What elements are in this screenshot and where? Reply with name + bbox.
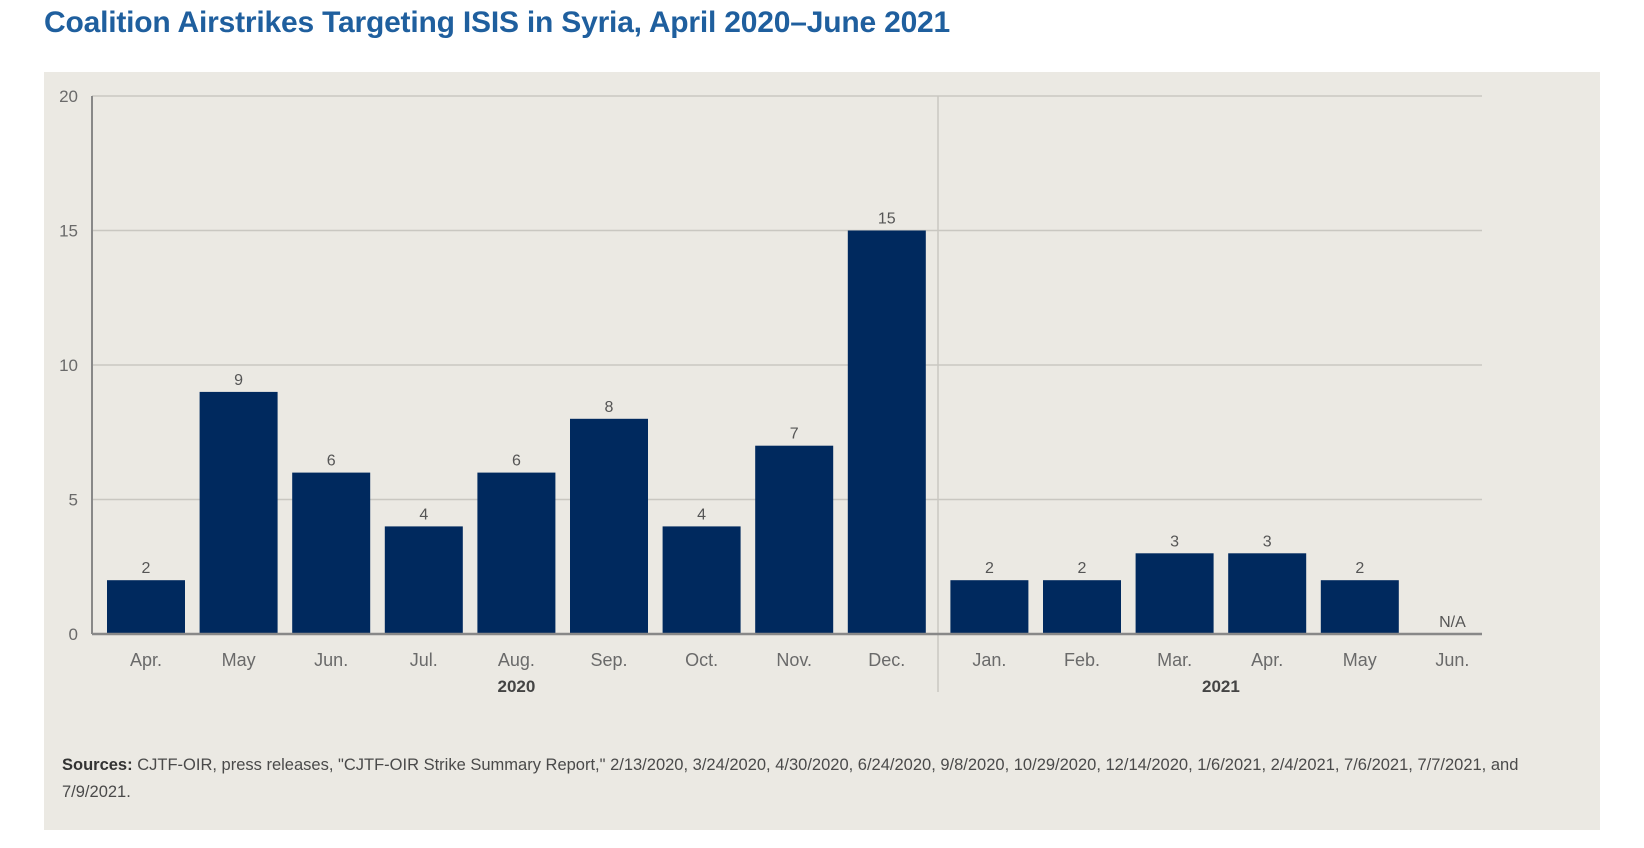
data-label: 2 [1355,560,1364,577]
x-tick-label: Apr. [1251,650,1283,670]
bar [477,472,556,634]
data-label: 8 [605,399,614,416]
data-label: 2 [985,560,994,577]
data-label: N/A [1439,614,1466,631]
chart-title: Coalition Airstrikes Targeting ISIS in S… [44,6,951,39]
x-tick-label: May [222,650,256,670]
data-label: 9 [234,372,243,389]
year-group-label: 2020 [497,677,535,696]
bar [662,526,741,634]
x-tick-label: Jun. [314,650,348,670]
x-tick-label: Nov. [776,650,812,670]
sources-text: CJTF-OIR, press releases, "CJTF-OIR Stri… [62,756,1519,801]
data-label: 2 [142,560,151,577]
x-tick-label: Sep. [590,650,627,670]
sources-label: Sources: [62,756,133,774]
data-label: 3 [1170,533,1179,550]
y-tick-label: 15 [59,222,78,241]
data-label: 7 [790,426,799,443]
bar [1135,553,1214,634]
sources-note: Sources: CJTF-OIR, press releases, "CJTF… [62,752,1572,806]
x-tick-label: May [1343,650,1377,670]
bar [199,391,278,634]
data-label: 15 [878,211,896,228]
data-label: 4 [697,506,706,523]
chart-panel: 0 5 10 15 20 2 Apr. 9 May 6 Jun. 4 Jul. 6 Aug. 8 Sep. 4 Oc… [44,72,1600,830]
x-tick-label: Jan. [972,650,1006,670]
data-label: 4 [419,506,428,523]
y-tick-label: 0 [69,625,78,644]
x-tick-label: Apr. [130,650,162,670]
data-label: 2 [1078,560,1087,577]
bar [570,418,648,634]
y-tick-label: 20 [59,87,78,106]
bar [847,230,926,634]
x-tick-label: Jul. [410,650,438,670]
y-tick-label: 5 [69,491,78,510]
x-tick-label: Oct. [685,650,718,670]
x-tick-label: Feb. [1064,650,1100,670]
bar-chart: 0 5 10 15 20 2 Apr. 9 May 6 Jun. 4 Jul. 6 Aug. 8 Sep. 4 Oc… [59,87,1482,696]
bar [1043,580,1121,634]
year-group-label: 2021 [1202,677,1240,696]
x-tick-label: Aug. [498,650,535,670]
bar [950,580,1029,634]
x-tick-label: Jun. [1435,650,1469,670]
x-tick-label: Dec. [868,650,905,670]
data-label: 3 [1263,533,1272,550]
bar [107,580,185,634]
bar [755,445,834,634]
data-label: 6 [327,453,336,470]
bar [1320,580,1399,634]
bar [1228,553,1307,634]
y-tick-label: 10 [59,356,78,375]
data-label: 6 [512,453,521,470]
x-tick-label: Mar. [1157,650,1192,670]
bar [292,472,371,634]
bar [384,526,463,634]
